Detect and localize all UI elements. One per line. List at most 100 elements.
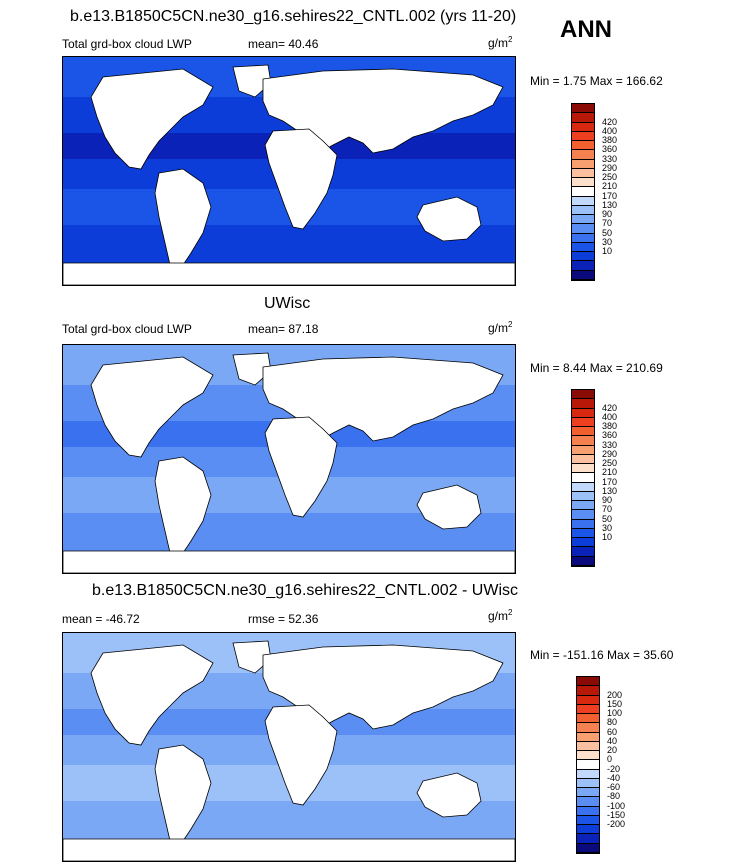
panel1-units: g/m2 [488, 35, 513, 50]
panel2-minmax: Min = 8.44 Max = 210.69 [530, 361, 663, 375]
panel3-mean-label: mean = -46.72 [62, 612, 140, 626]
colorbar-cell [572, 242, 594, 252]
colorbar-tick-label: 30 [602, 522, 613, 533]
colorbar-cell [572, 113, 594, 123]
colorbar-cell [572, 233, 594, 243]
colorbar-tick-label: 40 [607, 735, 618, 746]
continent-outline [262, 644, 504, 730]
colorbar-tick-label: 330 [602, 153, 618, 164]
colorbar-cell [572, 224, 594, 234]
colorbar-cell [572, 491, 594, 501]
colorbar-tick-label: 170 [602, 476, 618, 487]
panel3-rmse-label: rmse = 52.36 [248, 612, 319, 626]
colorbar-tick-label: -40 [607, 772, 621, 783]
continent-outline [262, 356, 504, 442]
colorbar-tick-label: 30 [602, 236, 613, 247]
colorbar-tick-label: -60 [607, 782, 621, 793]
panel2-title: UWisc [264, 295, 311, 312]
colorbar-cell [572, 482, 594, 492]
continent-outline [416, 772, 482, 818]
colorbar-tick-label: 290 [602, 448, 618, 459]
colorbar-cell [577, 778, 599, 788]
colorbar-cell [572, 510, 594, 520]
continent-outline [264, 128, 338, 230]
colorbar-cell [577, 843, 599, 853]
season-label: ANN [560, 16, 612, 43]
colorbar-cell [577, 732, 599, 742]
continent-outline [262, 68, 504, 154]
colorbar-cell [572, 528, 594, 538]
colorbar-tick-label: 250 [602, 172, 618, 183]
colorbar-tick-label: 200 [607, 689, 623, 700]
continent-outline [416, 196, 482, 242]
panel1-minmax: Min = 1.75 Max = 166.62 [530, 74, 663, 88]
colorbar-tick-label: 100 [607, 708, 623, 719]
colorbar-cell [577, 686, 599, 696]
continent-outline [154, 744, 212, 848]
colorbar-tick-label: 360 [602, 430, 618, 441]
colorbar-cell [572, 408, 594, 418]
colorbar-tick-label: 70 [602, 218, 613, 229]
continent-outline [264, 416, 338, 518]
colorbar-cell [572, 547, 594, 557]
colorbar-tick-label: 20 [607, 745, 618, 756]
colorbar-cell [572, 178, 594, 188]
colorbar-tick-label: 80 [607, 717, 618, 728]
colorbar-tick-label: 50 [602, 513, 613, 524]
colorbar-tick-label: 420 [602, 116, 618, 127]
continent-outline [90, 644, 214, 746]
colorbar-tick-label: 290 [602, 162, 618, 173]
panel2-units: g/m2 [488, 320, 513, 335]
colorbar-tick-label: 10 [602, 246, 613, 257]
colorbar-tick-label: 10 [602, 532, 613, 543]
continent-outline [63, 262, 515, 285]
colorbar-tick-label: 400 [602, 411, 618, 422]
colorbar-cell [577, 741, 599, 751]
colorbar-tick-label: 380 [602, 421, 618, 432]
panel1-colorbar: 420 400 380 360 330 290 250 210 170 130 90 70 50 30 10 [571, 103, 617, 281]
colorbar-cell [577, 769, 599, 779]
colorbar-cell [577, 760, 599, 770]
colorbar-tick-label: 70 [602, 504, 613, 515]
colorbar-cell [572, 519, 594, 529]
colorbar-cell [572, 473, 594, 483]
colorbar-tick-label: 400 [602, 125, 618, 136]
map-field [63, 633, 515, 861]
colorbar-cell [577, 704, 599, 714]
continent-outline [154, 168, 212, 272]
colorbar-tick-label: 90 [602, 495, 613, 506]
colorbar-cell [572, 205, 594, 215]
colorbar-cell [572, 187, 594, 197]
panel3-colorbar: 200 150 100 80 60 40 20 0 -20 -40 -60 -80 -100 -150 -2… [576, 676, 625, 854]
panel2-mean-label: mean= 87.18 [248, 322, 319, 336]
colorbar-tick-label: -80 [607, 791, 621, 802]
colorbar-cell [577, 677, 599, 687]
panel2-colorbar: 420 400 380 360 330 290 250 210 170 130 90 70 50 30 10 [571, 389, 617, 567]
colorbar-tick-label: 250 [602, 458, 618, 469]
colorbar-cell [572, 141, 594, 151]
colorbar-cell [572, 445, 594, 455]
panel1-title: b.e13.B1850C5CN.ne30_g16.sehires22_CNTL.… [70, 8, 517, 25]
colorbar-tick-label: 330 [602, 439, 618, 450]
colorbar-cell [572, 464, 594, 474]
continent-outline [90, 68, 214, 170]
colorbar-tick-label: -20 [607, 763, 621, 774]
colorbar-tick-label: 130 [602, 485, 618, 496]
colorbar-cell [572, 399, 594, 409]
colorbar-cell [577, 751, 599, 761]
colorbar-cell [572, 131, 594, 141]
continent-outline [264, 704, 338, 806]
colorbar-tick-label: 150 [607, 698, 623, 709]
colorbar-cell [572, 427, 594, 437]
colorbar-tick-label: 360 [602, 144, 618, 155]
colorbar-cell [572, 159, 594, 169]
panel1-mean-label: mean= 40.46 [248, 37, 319, 51]
panel2-variable-label: Total grd-box cloud LWP [62, 322, 192, 336]
colorbar-cell [577, 806, 599, 816]
panel3-units: g/m2 [488, 608, 513, 623]
colorbar-cell [572, 196, 594, 206]
colorbar-tick-label: 50 [602, 227, 613, 238]
colorbar-cell [572, 168, 594, 178]
colorbar-tick-label: 170 [602, 190, 618, 201]
colorbar-cell [572, 215, 594, 225]
